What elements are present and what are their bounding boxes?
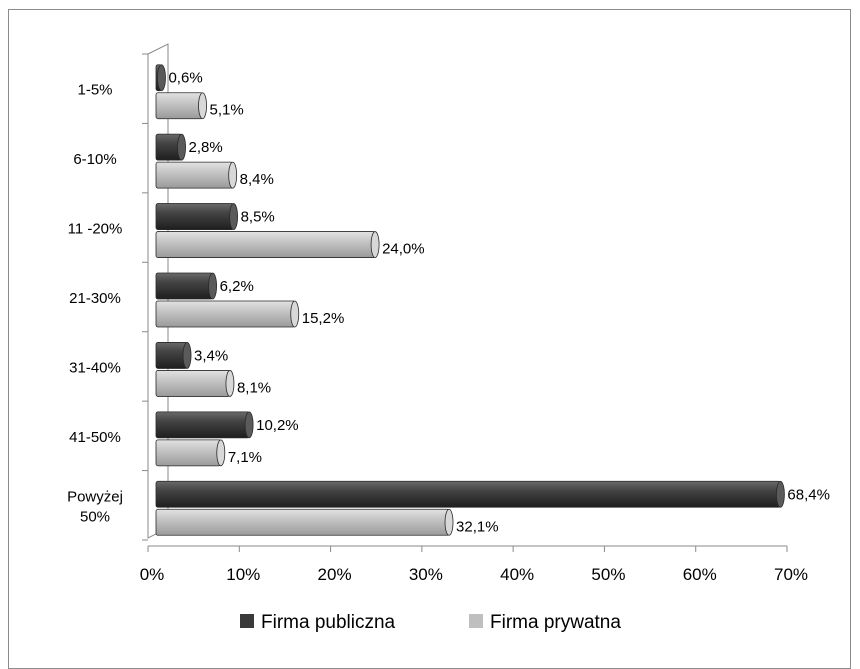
bar-cap-firma-publiczna (182, 342, 192, 369)
legend-label: Firma prywatna (490, 612, 621, 633)
data-label: 24,0% (382, 241, 425, 258)
bar-cap-firma-prywatna (444, 508, 454, 536)
bar-firma-publiczna (155, 411, 250, 439)
bar-cap-firma-prywatna (225, 370, 235, 397)
data-label: 7,1% (228, 449, 262, 466)
bar-firma-prywatna (155, 508, 450, 536)
y-category-label: 31-40% (69, 359, 121, 376)
data-label: 0,6% (168, 70, 202, 87)
bar-cap-firma-publiczna (157, 64, 166, 92)
bar-firma-publiczna (155, 203, 234, 230)
y-category-label: 6-10% (73, 151, 116, 168)
bar-cap-firma-prywatna (370, 231, 380, 258)
bar-firma-prywatna (155, 231, 376, 258)
x-tick-label: 50% (591, 565, 625, 584)
bar-firma-prywatna (155, 370, 231, 397)
y-category-label: 1-5% (77, 82, 112, 99)
bar-cap-firma-publiczna (177, 133, 186, 161)
data-label: 6,2% (220, 278, 254, 295)
data-label: 15,2% (302, 310, 345, 327)
x-tick-label: 40% (500, 565, 534, 584)
data-label: 2,8% (189, 139, 223, 156)
bar-firma-prywatna (155, 161, 234, 189)
bar-cap-firma-publiczna (775, 480, 785, 508)
bar-firma-prywatna (155, 439, 222, 467)
data-label: 10,2% (256, 417, 299, 434)
bar-cap-firma-prywatna (198, 92, 207, 120)
bar-cap-firma-publiczna (208, 272, 217, 300)
legend-swatch (240, 614, 254, 628)
x-tick-label: 70% (774, 565, 808, 584)
bar-cap-firma-prywatna (216, 439, 226, 467)
data-label: 8,1% (237, 379, 271, 396)
legend-swatch (469, 614, 483, 628)
bar-firma-prywatna (155, 92, 203, 120)
bar-cap-firma-publiczna (244, 411, 254, 439)
data-label: 68,4% (787, 486, 830, 503)
chart-bars (155, 64, 785, 536)
x-tick-label: 0% (140, 565, 165, 584)
chart-labels: 1-5% 6-10% 11 -20% 21-30% 31-40% 41-50% Powyże… (67, 70, 830, 536)
data-label: 5,1% (210, 102, 244, 119)
y-category-label: 41-50% (69, 429, 121, 446)
y-category-label: 11 -20% (68, 221, 123, 238)
x-tick-label: 30% (409, 565, 443, 584)
bar-firma-publiczna (155, 272, 213, 300)
bar-firma-publiczna (155, 480, 781, 508)
data-label: 8,5% (241, 209, 275, 226)
bar-firma-publiczna (155, 342, 188, 369)
y-category-label: Powyżej 50% (67, 488, 123, 525)
x-tick-label: 60% (683, 565, 717, 584)
bar-firma-prywatna (155, 300, 296, 328)
bar-cap-firma-publiczna (229, 203, 238, 230)
bar-cap-firma-prywatna (228, 161, 238, 189)
chart-legend: Firma publiczna Firma prywatna (240, 612, 621, 633)
x-tick-label: 10% (226, 565, 260, 584)
bar-cap-firma-prywatna (290, 300, 300, 328)
data-label: 3,4% (194, 347, 228, 364)
legend-label: Firma publiczna (261, 612, 396, 633)
y-category-label: 21-30% (69, 290, 121, 307)
x-tick-label: 20% (318, 565, 352, 584)
data-label: 8,4% (240, 171, 274, 188)
data-label: 32,1% (456, 518, 499, 535)
